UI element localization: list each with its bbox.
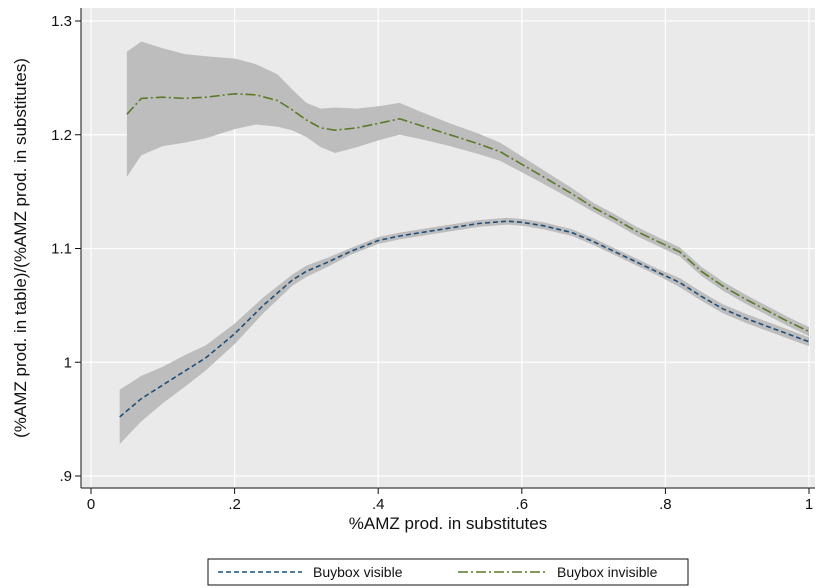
legend-box [207, 558, 689, 586]
series-line-buybox-invisible [126, 93, 810, 333]
y-ticks: .9 1 1.1 1.2 1.3 [51, 13, 81, 485]
x-tick-label-3: .6 [516, 496, 529, 513]
x-tick-label-2: .4 [372, 496, 385, 513]
y-tick-label-1: 1 [64, 354, 72, 371]
x-tick-label-5: 1 [805, 496, 813, 513]
y-tick-label-4: 1.3 [51, 13, 72, 30]
confidence-band-buybox-invisible [126, 41, 809, 337]
y-tick-label-3: 1.2 [51, 127, 72, 144]
y-tick-label-2: 1.1 [51, 241, 72, 258]
x-axis-title: %AMZ prod. in substitutes [349, 514, 547, 533]
x-ticks: 0 .2 .4 .6 .8 1 [87, 488, 813, 513]
x-tick-label-0: 0 [87, 496, 95, 513]
series-lines [119, 93, 810, 418]
legend: Buybox visible Buybox invisible [207, 558, 689, 586]
y-tick-label-0: .9 [59, 468, 72, 485]
legend-items: Buybox visible Buybox invisible [218, 564, 658, 580]
legend-label-buybox-invisible: Buybox invisible [557, 564, 658, 580]
x-tick-label-1: .2 [228, 496, 241, 513]
series-line-buybox-visible [119, 220, 810, 418]
confidence-bands [119, 41, 809, 445]
x-tick-label-4: .8 [659, 496, 672, 513]
y-axis-title: (%AMZ prod. in table)/(%AMZ prod. in sub… [11, 58, 30, 438]
legend-label-buybox-visible: Buybox visible [313, 564, 403, 580]
